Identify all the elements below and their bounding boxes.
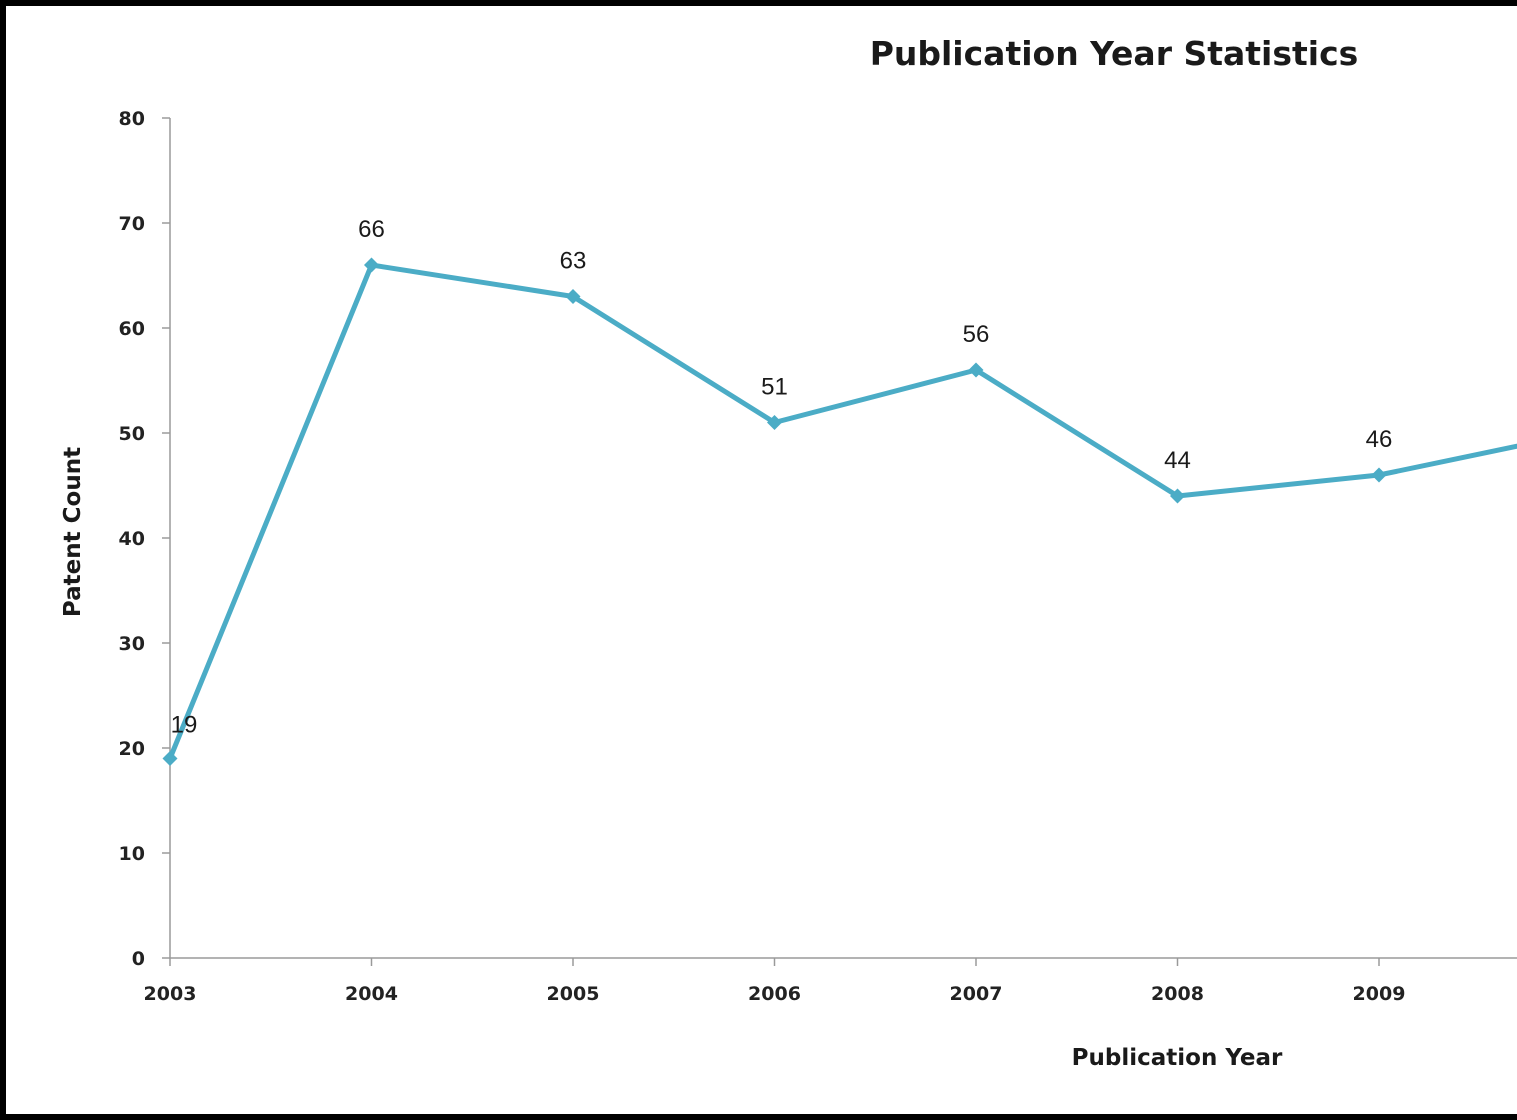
- series-line: [167, 262, 1517, 760]
- x-tick-label: 2003: [144, 983, 197, 1005]
- y-tick-label: 80: [119, 108, 145, 130]
- data-point-marker: [162, 751, 178, 766]
- y-tick-label: 0: [132, 948, 145, 970]
- data-label: 46: [1366, 426, 1393, 453]
- data-label: 66: [358, 216, 385, 243]
- y-tick-label: 70: [119, 213, 145, 235]
- data-point-marker: [1170, 488, 1185, 504]
- data-point-marker: [767, 415, 782, 430]
- y-tick-label: 50: [119, 423, 145, 445]
- data-point-marker: [565, 289, 581, 304]
- x-tick-label: 2007: [950, 983, 1003, 1005]
- y-tick-label: 40: [119, 528, 145, 550]
- y-tick-label: 20: [119, 738, 145, 760]
- data-label: 19: [171, 712, 198, 739]
- chart-title: Publication Year Statistics: [870, 34, 1359, 73]
- series: [162, 257, 1517, 766]
- x-tick-label: 2005: [547, 983, 600, 1005]
- x-tick-label: 2009: [1353, 983, 1406, 1005]
- data-label: 56: [963, 321, 990, 348]
- axes: [162, 117, 1517, 966]
- data-point-marker: [968, 362, 984, 378]
- x-tick-label: 2008: [1151, 983, 1204, 1005]
- tick-labels: 0 10 20 30 40 50 60 70 80 2003 2004 2005 2006 2007 200…: [119, 108, 1406, 1005]
- x-axis-title: Publication Year: [1072, 1045, 1283, 1071]
- data-label: 44: [1164, 447, 1191, 474]
- y-tick-label: 60: [119, 318, 145, 340]
- data-label: 63: [560, 248, 587, 275]
- data-label: 51: [761, 374, 788, 401]
- y-tick-label: 10: [119, 843, 145, 865]
- y-tick-label: 30: [119, 633, 145, 655]
- y-axis-title: Patent Count: [60, 447, 86, 617]
- x-tick-label: 2004: [345, 983, 398, 1005]
- x-tick-label: 2006: [748, 983, 801, 1005]
- data-point-marker: [1371, 467, 1387, 483]
- data-point-marker: [364, 257, 379, 273]
- data-labels: 19 66 63 51 56 44 46: [171, 216, 1393, 739]
